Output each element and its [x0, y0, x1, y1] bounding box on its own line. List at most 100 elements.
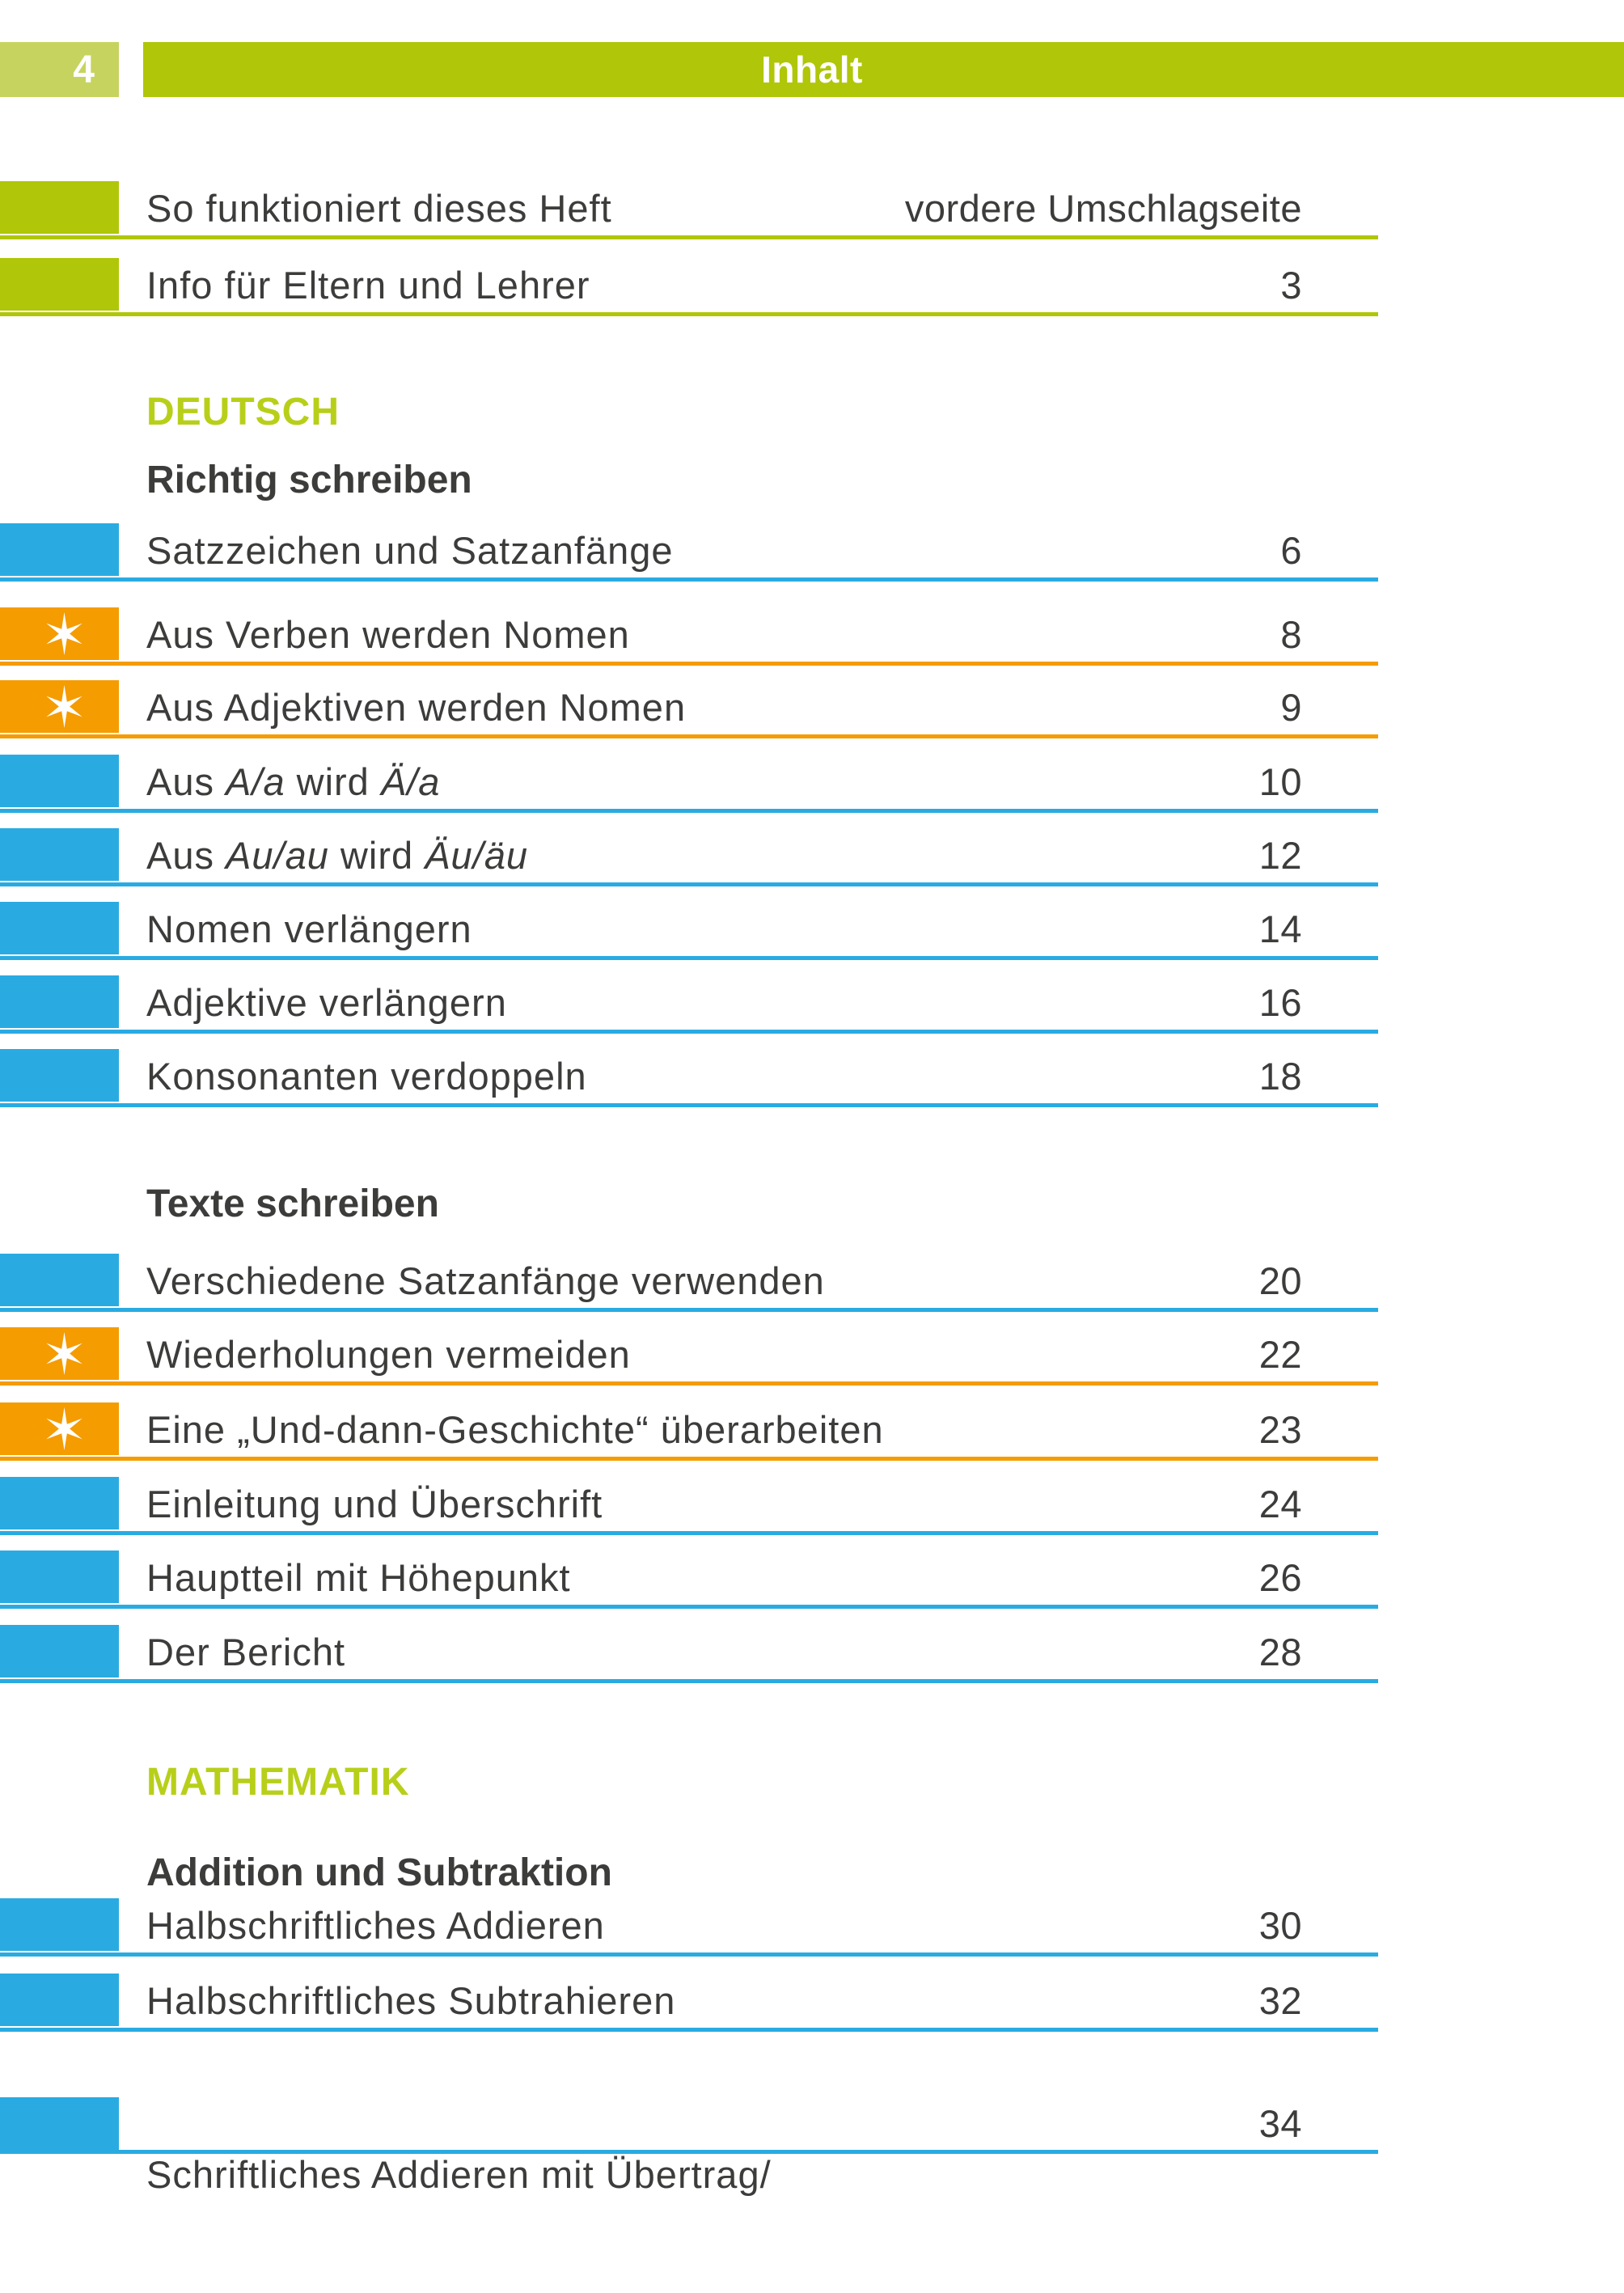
toc-row: Aus Verben werden Nomen 8: [0, 607, 1624, 666]
row-marker-block: [0, 1477, 119, 1529]
toc-entry-page: 18: [1258, 1054, 1302, 1098]
row-underline: [0, 1457, 1378, 1461]
row-marker-block: [0, 2097, 119, 2150]
star-icon: [46, 1331, 82, 1376]
toc-row: Schriftliches Addieren mit Übertrag/ Sch…: [0, 2039, 1624, 2196]
toc-row: Eine „Und-dann-Geschichte“ überarbeiten …: [0, 1402, 1624, 1461]
row-underline: [0, 1103, 1378, 1107]
toc-entry-title: Der Bericht: [146, 1630, 346, 1673]
toc-entry-title: Hauptteil mit Höhepunkt: [146, 1555, 571, 1599]
toc-row: Satzzeichen und Satzanfänge 6: [0, 523, 1624, 582]
toc-entry-title: Halbschriftliches Subtrahieren: [146, 1978, 676, 2022]
title-part: wird: [285, 759, 381, 803]
toc-entry-page: 28: [1258, 1630, 1302, 1673]
row-marker-block: [0, 755, 119, 807]
row-marker-block: [0, 902, 119, 954]
row-underline: [0, 235, 1378, 239]
row-underline: [0, 2028, 1378, 2032]
toc-entry-title: Adjektive verlängern: [146, 980, 507, 1024]
toc-entry-title: Schriftliches Addieren mit Übertrag/ Sch…: [146, 2041, 831, 2196]
row-marker-block: [0, 181, 119, 234]
star-icon: [46, 611, 82, 656]
row-underline: [0, 577, 1378, 582]
toc-entry-page: 9: [1280, 685, 1302, 729]
toc-entry-page: 23: [1258, 1407, 1302, 1451]
toc-entry-page: 12: [1258, 833, 1302, 877]
toc-entry-title: Verschiedene Satzanfänge verwenden: [146, 1259, 825, 1302]
subheading-addition-subtraktion: Addition und Subtraktion: [146, 1851, 612, 1894]
toc-entry-page: 26: [1258, 1555, 1302, 1599]
toc-row: Einleitung und Überschrift 24: [0, 1477, 1624, 1535]
row-underline: [0, 1679, 1378, 1683]
toc-row: Nomen verlängern 14: [0, 902, 1624, 960]
row-underline: [0, 2150, 1378, 2154]
toc-entry-page: 14: [1258, 907, 1302, 950]
row-underline: [0, 1030, 1378, 1034]
row-marker-block: [0, 607, 119, 660]
toc-entry-page: 6: [1280, 528, 1302, 572]
row-marker-block: [0, 1254, 119, 1306]
toc-entry-page: 34: [1258, 2101, 1302, 2145]
row-marker-block: [0, 1327, 119, 1380]
row-underline: [0, 312, 1378, 316]
title-part-italic: Ä/a: [380, 759, 441, 803]
title-part: wird: [328, 833, 425, 877]
toc-entry-title: Aus A/a wird Ä/a: [146, 755, 440, 808]
row-marker-block: [0, 1974, 119, 2026]
page-number-block: 4: [0, 42, 119, 97]
toc-row: Konsonanten verdoppeln 18: [0, 1049, 1624, 1107]
toc-entry-title: Halbschriftliches Addieren: [146, 1903, 605, 1947]
header-bar: [143, 42, 1624, 97]
row-marker-block: [0, 523, 119, 576]
row-marker-block: [0, 1402, 119, 1455]
toc-entry-page: 22: [1258, 1332, 1302, 1376]
toc-row: Halbschriftliches Addieren 30: [0, 1898, 1624, 1957]
row-underline: [0, 1308, 1378, 1312]
row-marker-block: [0, 1551, 119, 1603]
row-underline: [0, 1381, 1378, 1386]
toc-row: Der Bericht 28: [0, 1625, 1624, 1683]
toc-entry-title: Wiederholungen vermeiden: [146, 1332, 631, 1376]
row-underline: [0, 809, 1378, 813]
toc-entry-page: vordere Umschlagseite: [904, 186, 1302, 230]
toc-entry-title: So funktioniert dieses Heft: [146, 186, 612, 230]
title-part: Aus: [146, 759, 226, 803]
toc-row: Aus Adjektiven werden Nomen 9: [0, 680, 1624, 738]
row-underline: [0, 1531, 1378, 1535]
title-part-italic: A/a: [226, 759, 285, 803]
row-marker-block: [0, 1898, 119, 1951]
section-heading-deutsch: DEUTSCH: [146, 391, 340, 434]
page-number: 4: [73, 48, 95, 91]
toc-entry-title: Satzzeichen und Satzanfänge: [146, 528, 674, 572]
row-marker-block: [0, 975, 119, 1028]
title-line-1: Schriftliches Addieren mit Übertrag/: [146, 2153, 772, 2196]
row-marker-block: [0, 258, 119, 311]
toc-row: Adjektive verlängern 16: [0, 975, 1624, 1034]
toc-entry-page: 10: [1258, 759, 1302, 803]
title-part: Aus: [146, 833, 226, 877]
toc-row: Aus A/a wird Ä/a 10: [0, 755, 1624, 813]
title-part-italic: Au/au: [226, 833, 329, 877]
toc-entry-page: 8: [1280, 612, 1302, 656]
toc-entry-title: Eine „Und-dann-Geschichte“ überarbeiten: [146, 1407, 884, 1451]
row-underline: [0, 1605, 1378, 1609]
toc-entry-page: 20: [1258, 1259, 1302, 1302]
toc-row: Verschiedene Satzanfänge verwenden 20: [0, 1254, 1624, 1312]
toc-entry-title: Aus Au/au wird Äu/äu: [146, 828, 528, 882]
star-icon: [46, 1407, 82, 1451]
subheading-richtig-schreiben: Richtig schreiben: [146, 459, 472, 501]
toc-row: Hauptteil mit Höhepunkt 26: [0, 1551, 1624, 1609]
toc-row: Wiederholungen vermeiden 22: [0, 1327, 1624, 1386]
subheading-texte-schreiben: Texte schreiben: [146, 1182, 439, 1225]
row-underline: [0, 882, 1378, 886]
row-marker-block: [0, 828, 119, 881]
row-marker-block: [0, 1625, 119, 1677]
row-underline: [0, 956, 1378, 960]
toc-entry-title: Konsonanten verdoppeln: [146, 1054, 587, 1098]
toc-entry-title: Einleitung und Überschrift: [146, 1482, 603, 1525]
toc-entry-page: 16: [1258, 980, 1302, 1024]
row-marker-block: [0, 1049, 119, 1102]
toc-row: Aus Au/au wird Äu/äu 12: [0, 828, 1624, 886]
toc-entry-title: Info für Eltern und Lehrer: [146, 263, 590, 307]
